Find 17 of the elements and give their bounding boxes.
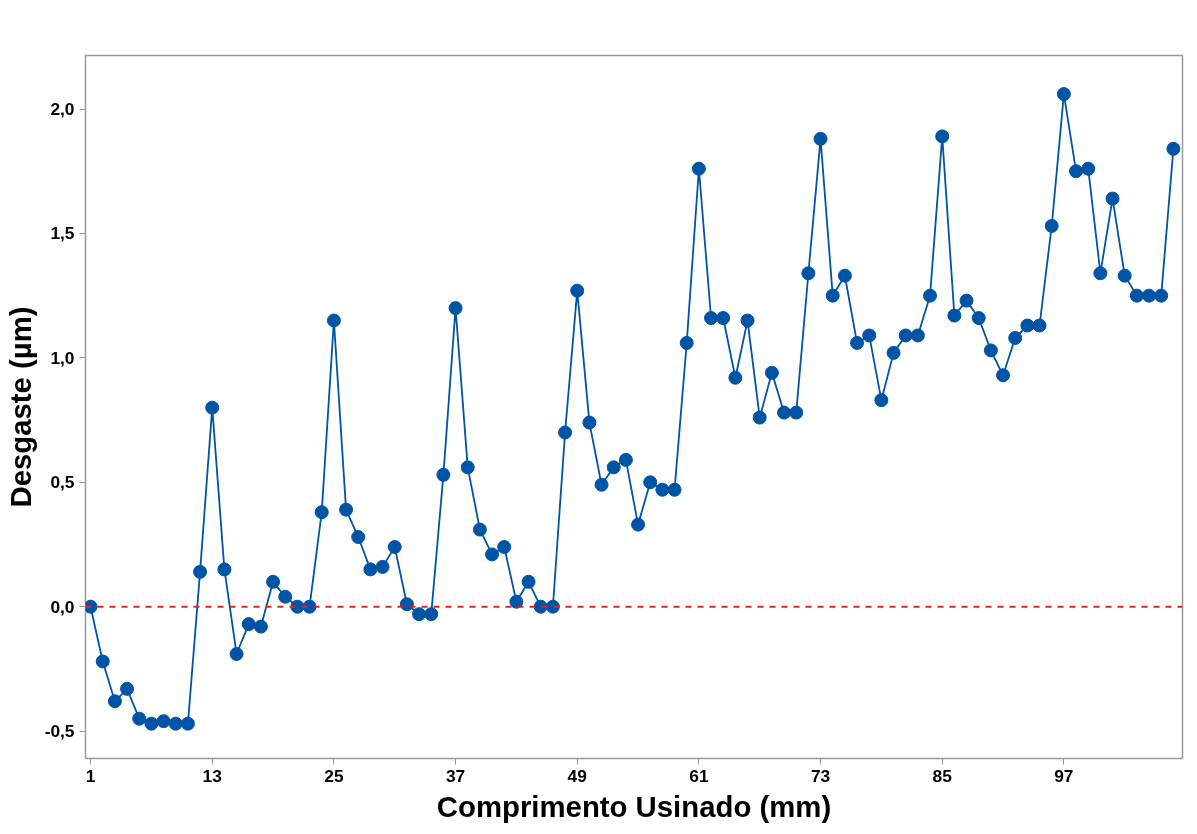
x-tick-label: 85: [932, 765, 953, 786]
y-tick-label: 1,5: [50, 223, 75, 244]
x-tick-label: 37: [445, 765, 466, 786]
y-tick-label: 0,0: [50, 596, 75, 617]
x-tick-label: 73: [810, 765, 831, 786]
x-tick-label: 25: [324, 765, 344, 786]
x-tick-label: 13: [202, 765, 223, 786]
x-tick-label: 49: [567, 765, 587, 786]
y-tick-label: 1,0: [50, 347, 75, 368]
y-tick-label: 2,0: [50, 99, 75, 119]
x-tick-label: 1: [85, 765, 96, 786]
x-tick-label: 97: [1054, 765, 1074, 786]
x-axis-title: Comprimento Usinado (mm): [436, 789, 832, 823]
x-tick-label: 61: [689, 765, 709, 786]
y-tick-label: 0,5: [50, 472, 75, 493]
y-tick-label: -0,5: [44, 721, 75, 742]
y-axis-title: Desgaste (µm): [3, 306, 37, 508]
